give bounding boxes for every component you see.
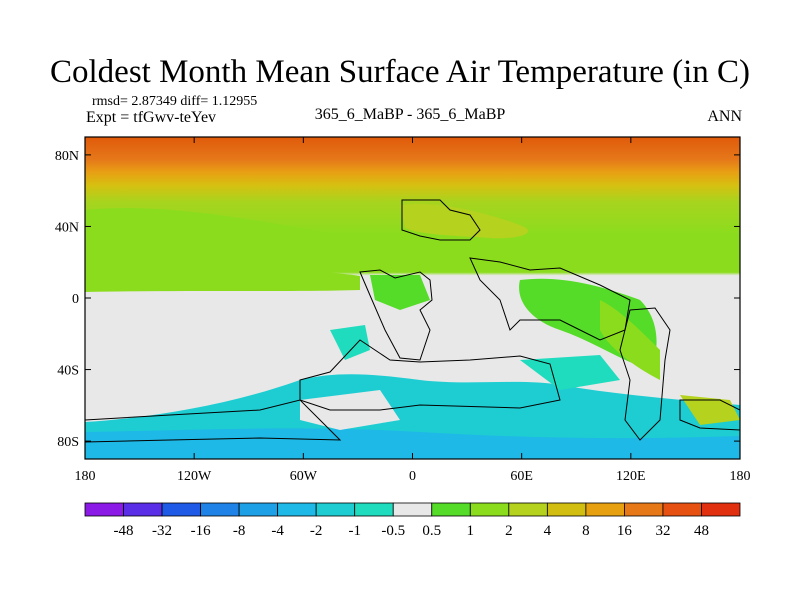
experiment-text: Expt = tfGwv-teYev bbox=[86, 109, 217, 126]
region-south-indian bbox=[520, 355, 620, 390]
colorbar-label: 32 bbox=[655, 523, 670, 539]
colorbar-box bbox=[200, 502, 240, 517]
y-axis: 80N 40N 0 40S 80S bbox=[55, 149, 740, 450]
colorbar-label: -32 bbox=[152, 523, 172, 539]
colorbar-box bbox=[277, 502, 317, 517]
colorbar-label: -1 bbox=[348, 523, 361, 539]
colorbar-label: 48 bbox=[694, 523, 709, 539]
colorbar-box bbox=[546, 502, 587, 517]
colorbar-box bbox=[624, 502, 664, 517]
colorbar-box bbox=[585, 502, 625, 517]
region-maritime bbox=[600, 300, 660, 380]
colorbar-label: 8 bbox=[582, 523, 590, 539]
colorbar-label: -4 bbox=[271, 523, 284, 539]
colorbar-label: -8 bbox=[233, 523, 246, 539]
colorbar-box bbox=[508, 502, 548, 517]
colorbar-box bbox=[238, 502, 279, 517]
x-tick-label: 120W bbox=[177, 469, 212, 484]
region-africa-coast bbox=[370, 275, 430, 310]
coastlines bbox=[85, 199, 740, 443]
colorbar-box bbox=[315, 502, 356, 517]
x-tick-label: 60W bbox=[290, 469, 318, 484]
y-tick-label: 0 bbox=[72, 292, 79, 307]
x-tick-label: 60E bbox=[510, 469, 533, 484]
y-tick-label: 80S bbox=[57, 435, 79, 450]
colorbar-label: 1 bbox=[467, 523, 475, 539]
x-tick-label: 0 bbox=[409, 469, 416, 484]
stats-text: rmsd= 2.87349 diff= 1.12955 bbox=[92, 94, 258, 109]
colorbar-box bbox=[701, 502, 741, 517]
region-antarctic bbox=[85, 428, 740, 459]
colorbar: -48 -32 -16 -8 -4 -2 -1 -0.5 0.5 1 2 4 8 16 32 48 bbox=[84, 502, 741, 539]
x-tick-label: 180 bbox=[75, 469, 96, 484]
region-eurasia bbox=[400, 203, 529, 239]
colorbar-label: 4 bbox=[544, 523, 552, 539]
x-tick-label: 180 bbox=[730, 469, 751, 484]
colorbar-label: -0.5 bbox=[381, 523, 405, 539]
colorbar-box bbox=[123, 502, 163, 517]
colorbar-label: -48 bbox=[114, 523, 134, 539]
colorbar-box bbox=[662, 502, 702, 517]
season-label: ANN bbox=[707, 108, 742, 125]
colorbar-label: 16 bbox=[617, 523, 633, 539]
chart-subtitle: 365_6_MaBP - 365_6_MaBP bbox=[314, 106, 506, 123]
colorbar-box bbox=[84, 502, 124, 517]
x-tick-label: 120E bbox=[616, 469, 646, 484]
colorbar-label: -16 bbox=[191, 523, 211, 539]
colorbar-label: -2 bbox=[310, 523, 323, 539]
x-axis: 180 120W 60W 0 60E 120E 180 bbox=[75, 137, 751, 484]
y-tick-label: 40S bbox=[57, 364, 79, 379]
colorbar-label: 0.5 bbox=[422, 523, 441, 539]
colorbar-box bbox=[469, 502, 510, 517]
region-sa-ocean bbox=[330, 325, 370, 360]
chart-title: Coldest Month Mean Surface Air Temperatu… bbox=[50, 54, 750, 90]
colorbar-box bbox=[161, 502, 201, 517]
region-nh-midlat bbox=[85, 208, 740, 276]
y-tick-label: 80N bbox=[55, 149, 79, 164]
colorbar-box bbox=[431, 502, 471, 517]
y-tick-label: 40N bbox=[55, 220, 79, 235]
colorbar-box bbox=[392, 502, 433, 517]
colorbar-label: 2 bbox=[505, 523, 513, 539]
colorbar-box bbox=[354, 502, 394, 517]
region-tropical-pacific bbox=[85, 269, 360, 292]
